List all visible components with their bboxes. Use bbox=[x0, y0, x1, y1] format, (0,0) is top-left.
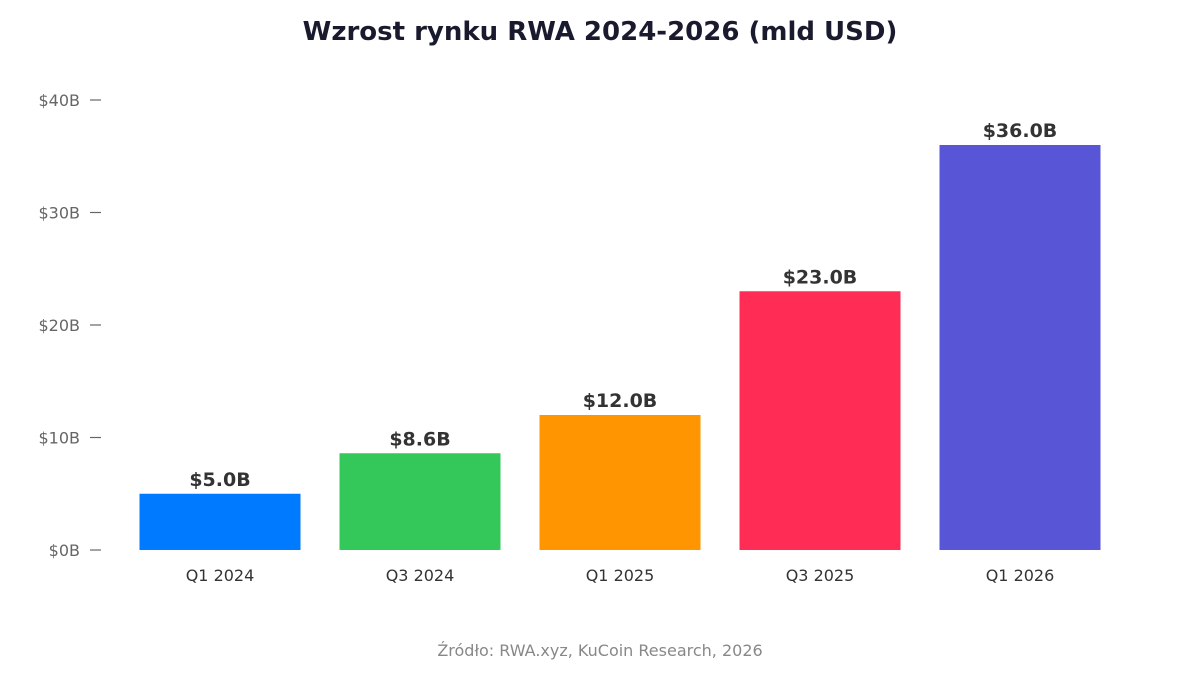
bars-group: $5.0B $8.6B $12.0B $23.0B $36.0B bbox=[139, 120, 1101, 550]
y-tick-label: $40B bbox=[38, 91, 80, 110]
y-axis: $0B $10B $20B $30B $40B bbox=[38, 91, 101, 560]
chart-title: Wzrost rynku RWA 2024-2026 (mld USD) bbox=[303, 17, 898, 47]
bar bbox=[939, 145, 1101, 550]
x-category-label: Q3 2025 bbox=[786, 566, 855, 585]
x-axis: Q1 2024 Q3 2024 Q1 2025 Q3 2025 Q1 2026 bbox=[186, 566, 1055, 585]
bar bbox=[739, 291, 901, 550]
y-tick-label: $20B bbox=[38, 316, 80, 335]
x-category-label: Q3 2024 bbox=[386, 566, 455, 585]
x-category-label: Q1 2026 bbox=[986, 566, 1055, 585]
y-tick-label: $10B bbox=[38, 429, 80, 448]
x-category-label: Q1 2025 bbox=[586, 566, 655, 585]
bar-value-label: $36.0B bbox=[983, 120, 1058, 142]
x-category-label: Q1 2024 bbox=[186, 566, 255, 585]
bar bbox=[539, 415, 701, 550]
bar bbox=[339, 453, 501, 550]
source-note: Źródło: RWA.xyz, KuCoin Research, 2026 bbox=[437, 641, 762, 660]
bar bbox=[139, 493, 301, 550]
bar-value-label: $5.0B bbox=[189, 469, 250, 491]
y-tick-label: $0B bbox=[49, 541, 80, 560]
bar-value-label: $8.6B bbox=[389, 428, 450, 450]
y-tick-label: $30B bbox=[38, 204, 80, 223]
bar-value-label: $12.0B bbox=[583, 390, 658, 412]
bar-value-label: $23.0B bbox=[783, 266, 858, 288]
